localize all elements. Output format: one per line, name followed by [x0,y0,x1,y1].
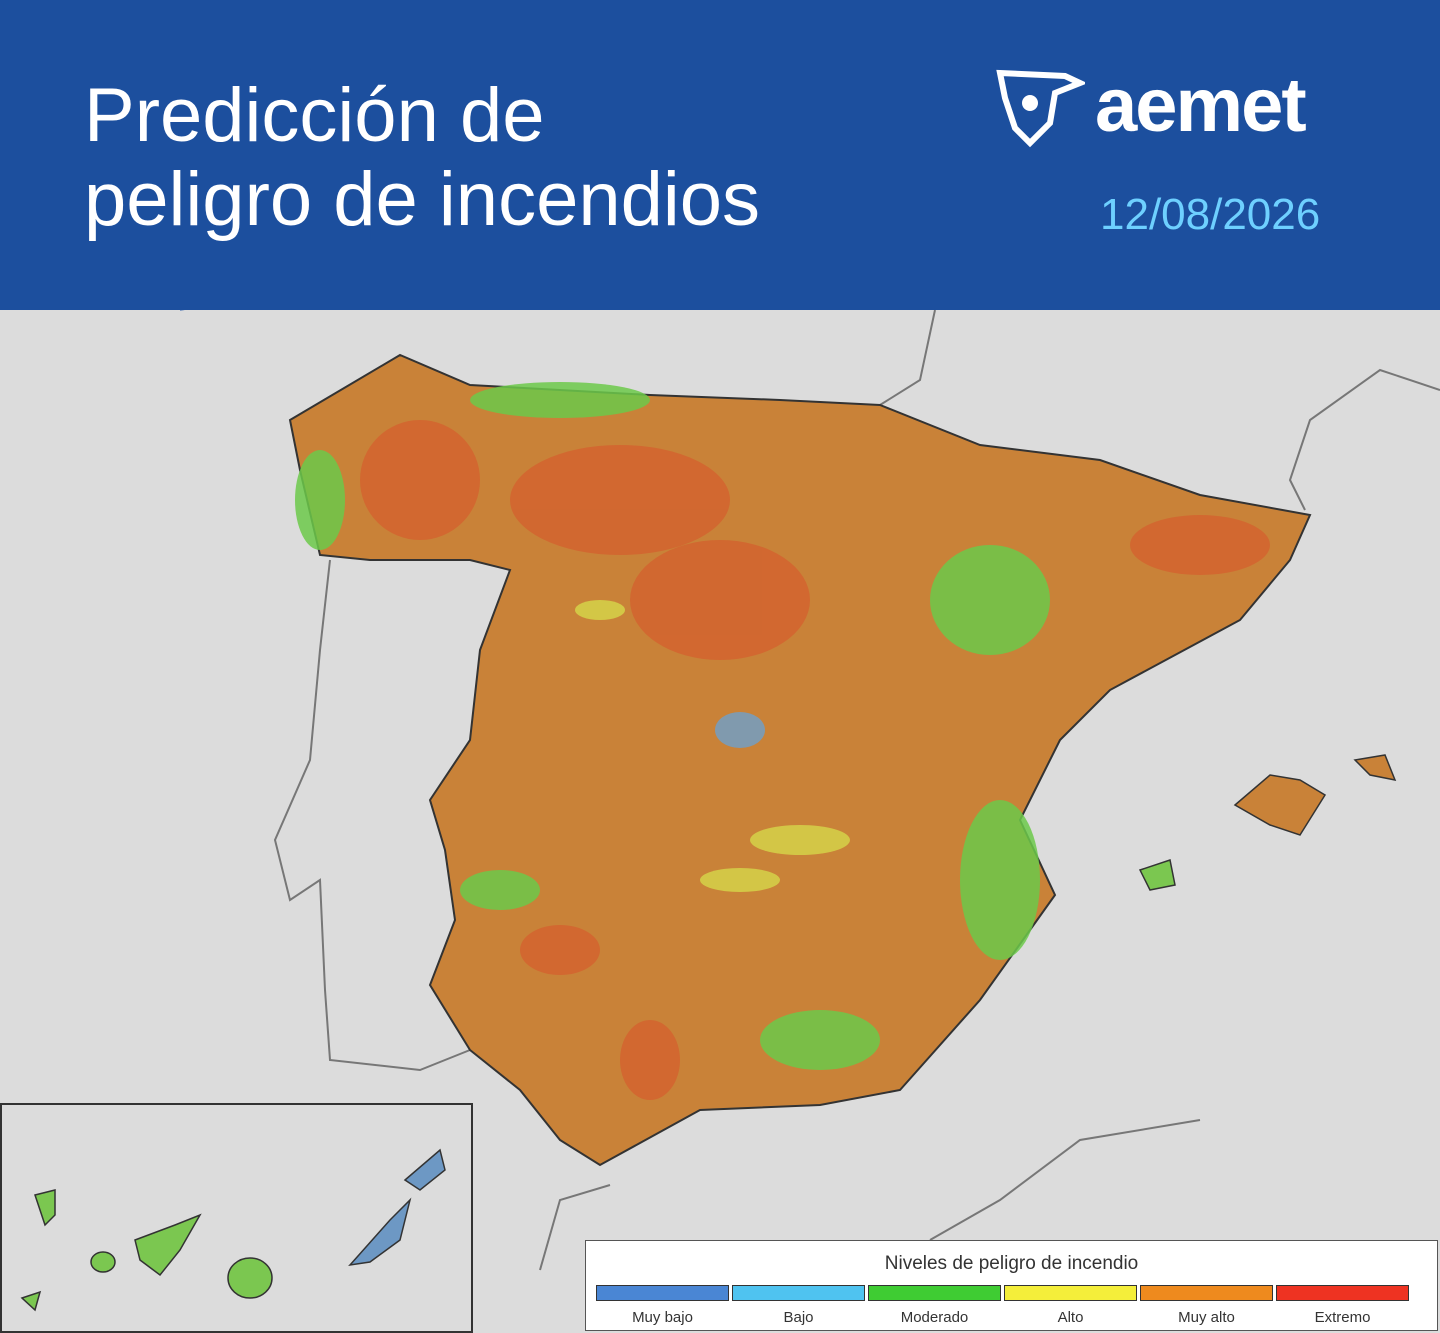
legend-swatch [1276,1285,1409,1301]
title-line: peligro de incendios [84,157,761,242]
legend-item: Bajo [732,1285,865,1326]
legend: Niveles de peligro de incendio Muy bajo B… [585,1240,1438,1331]
legend-label: Extremo [1314,1309,1371,1326]
legend-label: Muy bajo [632,1309,693,1326]
title-line: Predicción de [84,73,545,158]
legend-swatch [1004,1285,1137,1301]
logo: aemet [1095,63,1307,148]
legend-swatch [732,1285,865,1301]
legend-swatch [868,1285,1001,1301]
legend-item: Muy alto [1140,1285,1273,1326]
legend-label: Moderado [900,1309,969,1326]
date: 12/08/2026 [1100,190,1321,239]
legend-item: Extremo [1276,1285,1409,1326]
legend-swatch [1140,1285,1273,1301]
legend-item: Alto [1004,1285,1137,1326]
legend-swatch [596,1285,729,1301]
logo-icon [996,69,1085,148]
legend-label: Bajo [783,1309,814,1326]
legend-label: Alto [1057,1309,1084,1326]
header: Predicción de peligro de incendios aemet… [0,0,1440,310]
legend-item: Muy bajo [596,1285,729,1326]
legend-title: Niveles de peligro de incendio [884,1253,1139,1274]
legend-item: Moderado [868,1285,1001,1326]
legend-label: Muy alto [1178,1309,1235,1326]
